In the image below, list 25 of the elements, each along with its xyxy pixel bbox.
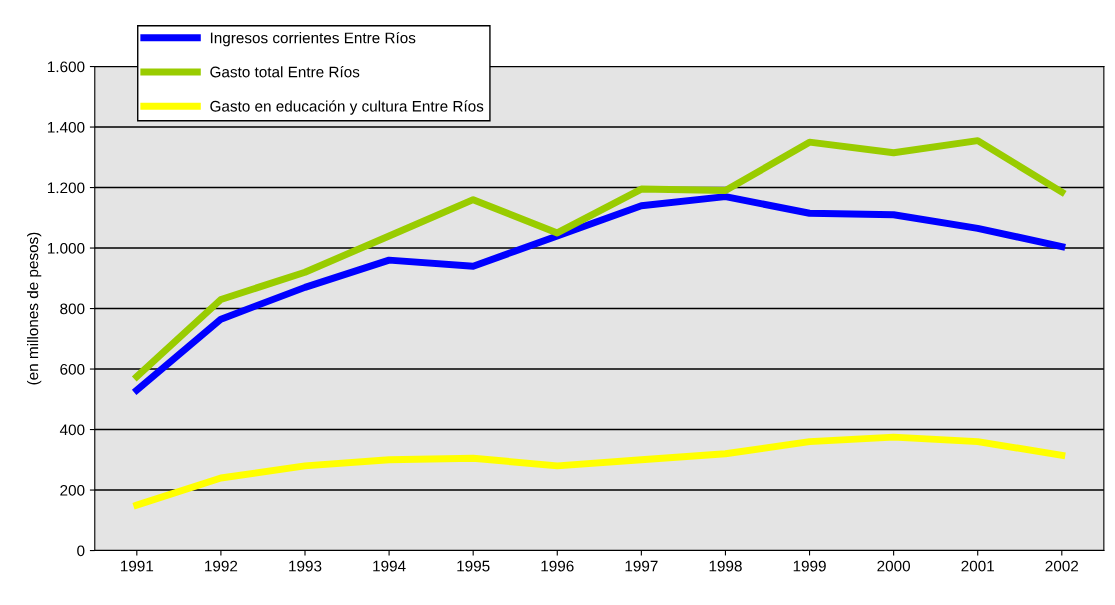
- legend-label: Gasto en educación y cultura Entre Ríos: [210, 100, 484, 115]
- x-tick-label: 1995: [457, 560, 490, 572]
- x-tick-label: 1992: [205, 560, 238, 572]
- y-tick-label: 200: [60, 484, 85, 496]
- legend-label: Gasto total Entre Ríos: [210, 66, 360, 78]
- legend-label: Ingresos corrientes Entre Ríos: [210, 31, 416, 47]
- y-tick-label: 0: [77, 545, 85, 557]
- y-axis-title: (en millones de pesos): [27, 232, 42, 385]
- x-tick-label: 1998: [709, 560, 742, 572]
- x-tick-label: 1996: [541, 560, 574, 572]
- y-tick-label: 400: [59, 424, 85, 436]
- x-tick-label: 1999: [793, 560, 826, 572]
- y-tick-label: 1.400: [47, 121, 85, 133]
- y-tick-label: 1.600: [47, 61, 85, 73]
- y-tick-label: 1.000: [47, 242, 85, 254]
- x-tick-label: 2002: [1045, 560, 1079, 572]
- x-tick-label: 1991: [120, 560, 154, 572]
- x-tick-label: 1994: [373, 560, 406, 572]
- y-tick-label: 800: [60, 303, 85, 315]
- x-tick-label: 2001: [961, 560, 994, 572]
- y-tick-label: 600: [60, 363, 85, 375]
- x-tick-label: 2000: [877, 560, 911, 572]
- x-tick-label: 1993: [289, 560, 322, 572]
- x-tick-label: 1997: [625, 560, 658, 572]
- y-tick-label: 1.200: [47, 182, 85, 194]
